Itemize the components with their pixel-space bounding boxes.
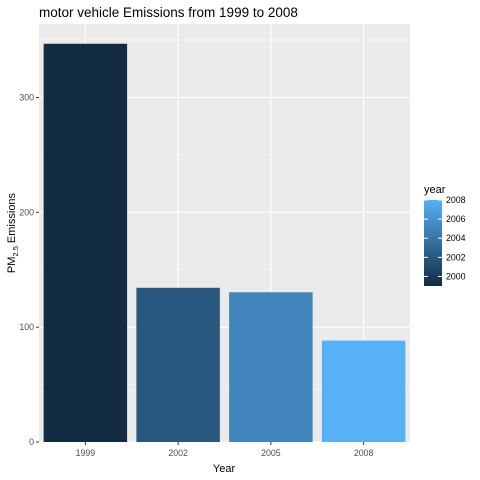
legend: year 2000 2002 2004 2006 2008 <box>424 184 466 286</box>
legend-label: 2008 <box>446 195 466 205</box>
legend-label: 2002 <box>446 252 466 262</box>
legend-title: year <box>424 184 446 196</box>
y-axis-title-main: PM <box>6 257 18 274</box>
y-tick-label: 0 <box>29 437 34 447</box>
x-tick-label: 2005 <box>261 448 281 458</box>
legend-label: 2000 <box>446 271 466 281</box>
legend-colorbar <box>424 200 442 286</box>
x-tick-label: 2008 <box>354 448 374 458</box>
y-axis-title: PM2.5 Emissions <box>6 192 20 273</box>
bar-2002 <box>136 287 220 442</box>
x-axis-title: Year <box>213 463 236 475</box>
bar-2008 <box>321 340 406 442</box>
x-tick-label: 1999 <box>76 448 96 458</box>
y-tick-label: 200 <box>19 207 34 217</box>
x-axis: 1999 2002 2005 2008 <box>76 442 374 458</box>
y-axis: 0 100 200 300 <box>19 92 39 447</box>
legend-label: 2006 <box>446 214 466 224</box>
y-axis-title-rest: Emissions <box>6 192 18 246</box>
legend-label: 2004 <box>446 233 466 243</box>
y-axis-title-subscript: 2.5 <box>11 246 20 256</box>
y-tick-label: 100 <box>19 322 34 332</box>
chart-title: motor vehicle Emissions from 1999 to 200… <box>39 5 298 20</box>
bar-2005 <box>229 292 313 442</box>
legend-ticks: 2000 2002 2004 2006 2008 <box>424 195 466 281</box>
bar-1999 <box>43 43 128 442</box>
x-tick-label: 2002 <box>168 448 188 458</box>
y-tick-label: 300 <box>19 92 34 102</box>
bars <box>43 43 406 442</box>
